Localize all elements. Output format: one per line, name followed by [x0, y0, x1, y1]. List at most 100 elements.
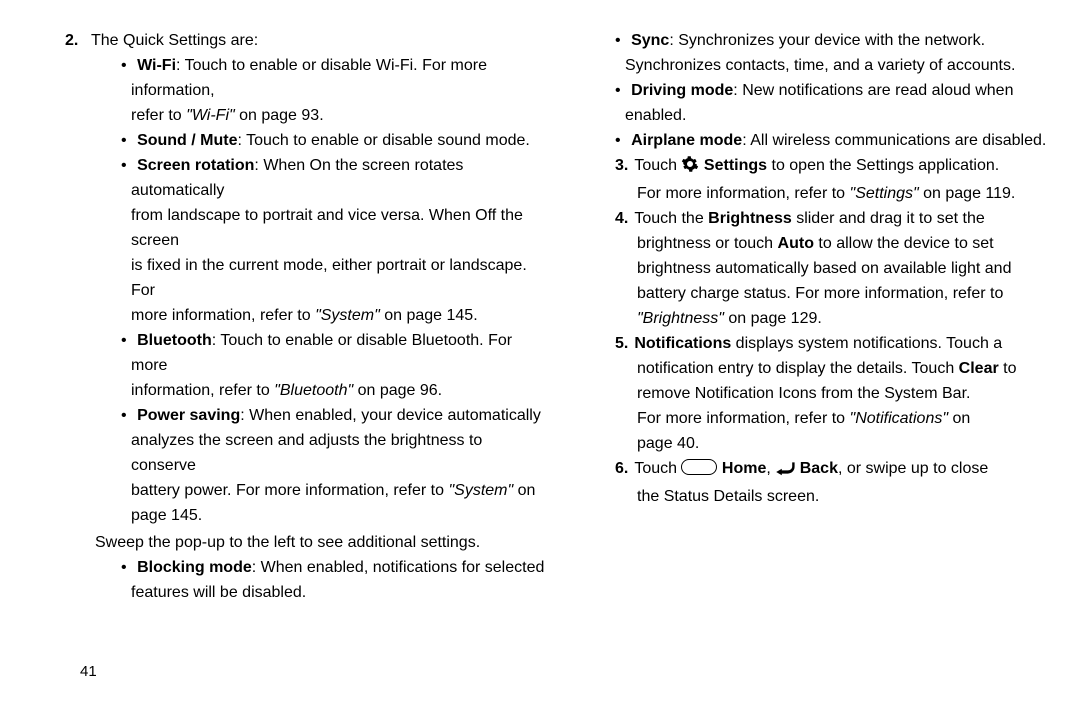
back-label: Back — [795, 460, 838, 477]
text: For more information, refer to — [637, 410, 850, 427]
text: , — [766, 460, 775, 477]
gear-icon — [681, 155, 699, 181]
text: from landscape to portrait and vice vers… — [131, 203, 545, 253]
list-item-2: 2.The Quick Settings are: — [95, 28, 545, 53]
bullet-driving-mode: Driving mode: New notifications are read… — [625, 78, 1055, 128]
text: information, refer to "Bluetooth" on pag… — [131, 378, 545, 403]
text: displays system notifications. Touch a — [731, 335, 1002, 352]
text: on page 145. — [380, 307, 478, 324]
text: refer to — [131, 107, 186, 124]
text: on page 119. — [919, 185, 1016, 202]
text: to — [999, 360, 1017, 377]
text: analyzes the screen and adjusts the brig… — [131, 428, 545, 478]
text: battery charge status. For more informat… — [637, 281, 1055, 306]
bullet-sound: Sound / Mute: Touch to enable or disable… — [131, 128, 545, 153]
text: more information, refer to "System" on p… — [131, 303, 545, 328]
text: brightness or touch — [637, 235, 778, 252]
ref: "Bluetooth" — [274, 382, 353, 399]
text: slider and drag it to set the — [792, 210, 985, 227]
bullet-blocking-mode: Blocking mode: When enabled, notificatio… — [131, 555, 545, 580]
text: on page 129. — [724, 310, 822, 327]
left-column: 2.The Quick Settings are: Wi-Fi: Touch t… — [0, 28, 545, 605]
list-number: 4. — [615, 210, 628, 227]
text: on page 96. — [353, 382, 442, 399]
home-pill-icon — [681, 459, 717, 475]
settings-label: Settings — [699, 157, 767, 174]
list-item-6: 6.Touch Home, Back, or swipe up to close — [615, 456, 1055, 484]
text: "Brightness" on page 129. — [637, 306, 1055, 331]
text: : When enabled, your device automaticall… — [240, 407, 541, 424]
text: brightness automatically based on availa… — [637, 256, 1055, 281]
text: battery power. For more information, ref… — [131, 478, 545, 503]
text: For more information, refer to "Settings… — [637, 181, 1055, 206]
text: notification entry to display the detail… — [637, 356, 1055, 381]
text: on — [948, 410, 970, 427]
label: Clear — [959, 360, 999, 377]
text: : Touch to enable or disable sound mode. — [238, 132, 530, 149]
label: Sync — [631, 32, 669, 49]
list-item-4: 4. Touch the Brightness slider and drag i… — [615, 206, 1055, 231]
label: Wi-Fi — [137, 57, 176, 74]
text: page 40. — [637, 431, 1055, 456]
list-number: 2. — [65, 28, 91, 53]
page-number: 41 — [80, 663, 97, 680]
bullet-airplane-mode: Airplane mode: All wireless communicatio… — [625, 128, 1055, 153]
back-arrow-icon — [775, 459, 795, 484]
text: : When enabled, notifications for select… — [252, 559, 545, 576]
list-number: 3. — [615, 157, 628, 174]
text: to allow the device to set — [814, 235, 994, 252]
sweep-note: Sweep the pop-up to the left to see addi… — [95, 530, 545, 555]
text: remove Notification Icons from the Syste… — [637, 381, 1055, 406]
text: Synchronizes contacts, time, and a varie… — [625, 53, 1055, 78]
text: : Touch to enable or disable Wi-Fi. For … — [131, 57, 487, 99]
text: to open the Settings application. — [767, 157, 999, 174]
list-number: 6. — [615, 460, 628, 477]
list-item-3: 3. Touch Settings to open the Settings ap… — [615, 153, 1055, 181]
ref: "Notifications" — [850, 410, 949, 427]
text: features will be disabled. — [131, 580, 545, 605]
label: Notifications — [634, 335, 731, 352]
bullet-wifi-cont: refer to "Wi-Fi" on page 93. — [131, 103, 545, 128]
label: Screen rotation — [137, 157, 254, 174]
text: on — [513, 482, 535, 499]
two-column-layout: 2.The Quick Settings are: Wi-Fi: Touch t… — [0, 28, 1080, 605]
text: Touch — [634, 157, 681, 174]
ref: "System" — [448, 482, 513, 499]
list-number: 5. — [615, 335, 628, 352]
text: : All wireless communications are disabl… — [742, 132, 1046, 149]
text: Touch the — [634, 210, 708, 227]
text: For more information, refer to "Notifica… — [637, 406, 1055, 431]
bullet-wifi: Wi-Fi: Touch to enable or disable Wi-Fi.… — [131, 53, 545, 103]
text: is fixed in the current mode, either por… — [131, 253, 545, 303]
text: page 145. — [131, 503, 545, 528]
label: Bluetooth — [137, 332, 212, 349]
text: information, refer to — [131, 382, 274, 399]
text: For more information, refer to — [637, 185, 850, 202]
label: Airplane mode — [631, 132, 742, 149]
label: Auto — [778, 235, 814, 252]
manual-page: 2.The Quick Settings are: Wi-Fi: Touch t… — [0, 0, 1080, 720]
text: Touch — [634, 460, 681, 477]
bullet-screen-rotation: Screen rotation: When On the screen rota… — [131, 153, 545, 203]
label: Blocking mode — [137, 559, 252, 576]
text: The Quick Settings are: — [91, 32, 258, 49]
text: notification entry to display the detail… — [637, 360, 959, 377]
text: brightness or touch Auto to allow the de… — [637, 231, 1055, 256]
bullet-power-saving: Power saving: When enabled, your device … — [131, 403, 545, 428]
ref: "Wi-Fi" — [186, 107, 235, 124]
list-item-5: 5. Notifications displays system notifica… — [615, 331, 1055, 356]
label: Power saving — [137, 407, 240, 424]
text: , or swipe up to close — [838, 460, 988, 477]
bullet-sync: Sync: Synchronizes your device with the … — [625, 28, 1055, 53]
right-column: Sync: Synchronizes your device with the … — [545, 28, 1065, 605]
ref: "System" — [315, 307, 380, 324]
ref: "Brightness" — [637, 310, 724, 327]
label: Sound / Mute — [137, 132, 237, 149]
text: : Synchronizes your device with the netw… — [669, 32, 985, 49]
text: more information, refer to — [131, 307, 315, 324]
text: the Status Details screen. — [637, 484, 1055, 509]
label: Brightness — [708, 210, 792, 227]
label: Driving mode — [631, 82, 733, 99]
text: battery power. For more information, ref… — [131, 482, 448, 499]
ref: "Settings" — [850, 185, 919, 202]
